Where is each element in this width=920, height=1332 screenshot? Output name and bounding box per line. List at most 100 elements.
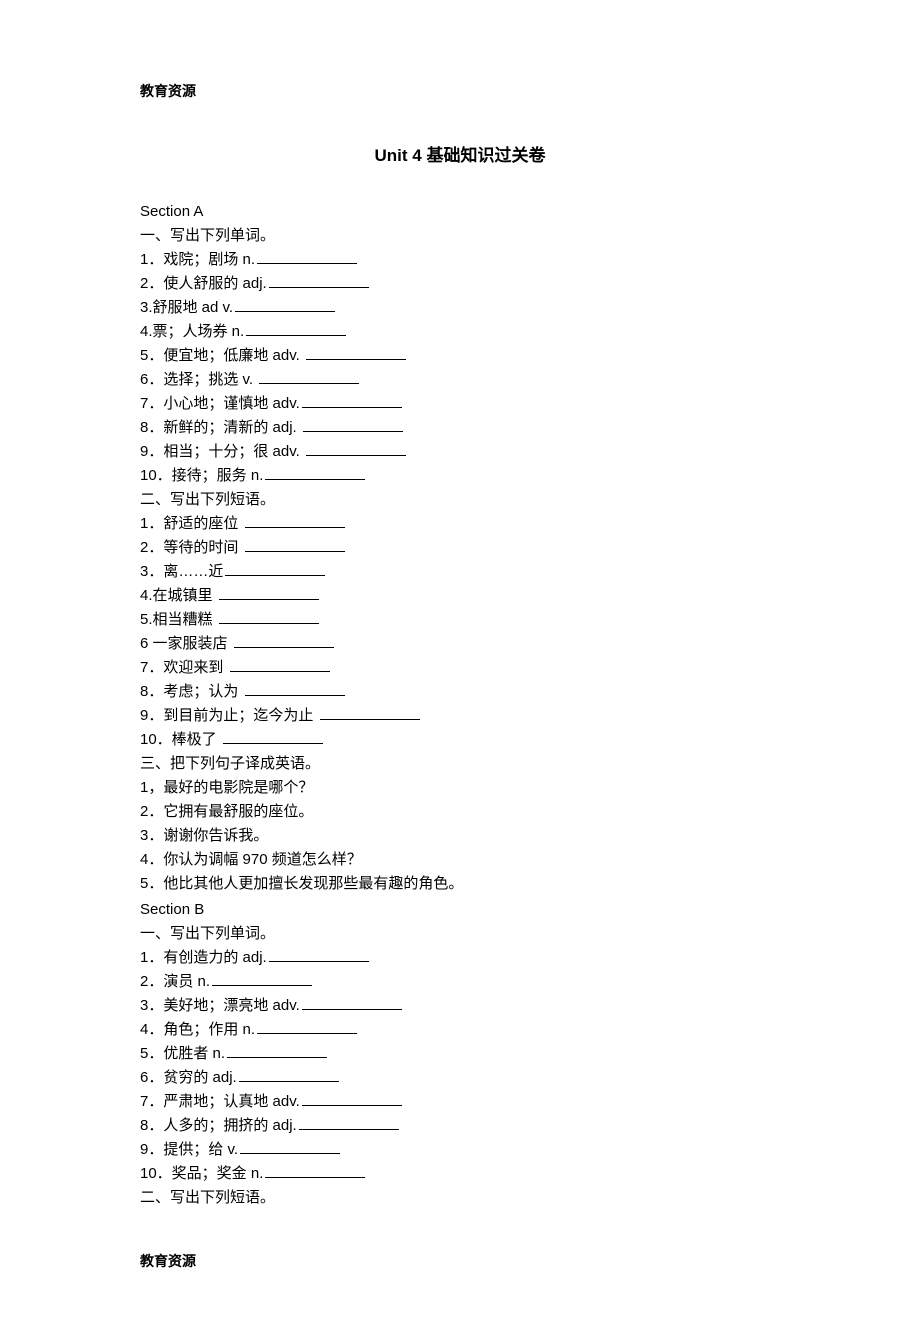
section-a-part1-item: 9．相当；十分；很 adv. — [140, 440, 780, 464]
section-b-part1-item: 1．有创造力的 adj. — [140, 946, 780, 970]
page-title: Unit 4 基础知识过关卷 — [140, 142, 780, 169]
item-text: 3．离……近 — [140, 563, 223, 580]
section-a-part2-item: 8．考虑；认为 — [140, 680, 780, 704]
blank-line[interactable] — [235, 296, 335, 312]
footer-text: 教育资源 — [140, 1250, 780, 1272]
blank-line[interactable] — [219, 608, 319, 624]
blank-line[interactable] — [239, 1066, 339, 1082]
item-text: 7．欢迎来到 — [140, 659, 223, 676]
blank-line[interactable] — [259, 368, 359, 384]
item-text: 4.在城镇里 — [140, 587, 213, 604]
blank-line[interactable] — [302, 994, 402, 1010]
item-text: 2．演员 n. — [140, 973, 210, 990]
blank-line[interactable] — [230, 656, 330, 672]
item-text: 9．提供；给 v. — [140, 1141, 238, 1158]
item-text: 10．接待；服务 n. — [140, 467, 263, 484]
section-a-part1-item: 6．选择；挑选 v. — [140, 368, 780, 392]
blank-line[interactable] — [245, 512, 345, 528]
blank-line[interactable] — [257, 1018, 357, 1034]
section-a-part1-item: 3.舒服地 ad v. — [140, 296, 780, 320]
section-a-part2-item: 1．舒适的座位 — [140, 512, 780, 536]
section-a-part3-item: 4．你认为调幅 970 频道怎么样？ — [140, 848, 780, 872]
section-a-part2-heading: 二、写出下列短语。 — [140, 488, 780, 512]
section-a-part2-item: 3．离……近 — [140, 560, 780, 584]
blank-line[interactable] — [306, 344, 406, 360]
blank-line[interactable] — [320, 704, 420, 720]
section-a-part1-item: 7．小心地；谨慎地 adv. — [140, 392, 780, 416]
item-text: 6．贫穷的 adj. — [140, 1069, 237, 1086]
item-text: 4．角色；作用 n. — [140, 1021, 255, 1038]
section-a-part1-item: 10．接待；服务 n. — [140, 464, 780, 488]
item-text: 6．选择；挑选 v. — [140, 371, 253, 388]
section-a-part2-item: 9．到目前为止；迄今为止 — [140, 704, 780, 728]
blank-line[interactable] — [245, 536, 345, 552]
blank-line[interactable] — [269, 946, 369, 962]
item-text: 10．奖品；奖金 n. — [140, 1165, 263, 1182]
item-text: 7．严肃地；认真地 adv. — [140, 1093, 300, 1110]
blank-line[interactable] — [306, 440, 406, 456]
item-text: 1．舒适的座位 — [140, 515, 238, 532]
section-a-part2-item: 2．等待的时间 — [140, 536, 780, 560]
item-text: 8．考虑；认为 — [140, 683, 238, 700]
blank-line[interactable] — [227, 1042, 327, 1058]
blank-line[interactable] — [212, 970, 312, 986]
section-b-part1-item: 4．角色；作用 n. — [140, 1018, 780, 1042]
section-a-part1-item: 4.票；人场券 n. — [140, 320, 780, 344]
blank-line[interactable] — [219, 584, 319, 600]
blank-line[interactable] — [245, 680, 345, 696]
item-text: 3．美好地；漂亮地 adv. — [140, 997, 300, 1014]
blank-line[interactable] — [225, 560, 325, 576]
item-text: 8．新鲜的；清新的 adj. — [140, 419, 297, 436]
item-text: 4.票；人场券 n. — [140, 323, 244, 340]
item-text: 9．到目前为止；迄今为止 — [140, 707, 313, 724]
item-text: 1．戏院；剧场 n. — [140, 251, 255, 268]
blank-line[interactable] — [303, 416, 403, 432]
item-text: 2．使人舒服的 adj. — [140, 275, 267, 292]
section-b-part1-heading: 一、写出下列单词。 — [140, 922, 780, 946]
section-a-part1-heading: 一、写出下列单词。 — [140, 224, 780, 248]
blank-line[interactable] — [302, 1090, 402, 1106]
section-b-part1-item: 9．提供；给 v. — [140, 1138, 780, 1162]
blank-line[interactable] — [265, 464, 365, 480]
blank-line[interactable] — [240, 1138, 340, 1154]
section-a-part2-item: 5.相当糟糕 — [140, 608, 780, 632]
section-a-part3-heading: 三、把下列句子译成英语。 — [140, 752, 780, 776]
section-a-part1-item: 2．使人舒服的 adj. — [140, 272, 780, 296]
blank-line[interactable] — [234, 632, 334, 648]
section-b-part1-item: 10．奖品；奖金 n. — [140, 1162, 780, 1186]
section-b-part1-item: 7．严肃地；认真地 adv. — [140, 1090, 780, 1114]
blank-line[interactable] — [299, 1114, 399, 1130]
blank-line[interactable] — [223, 728, 323, 744]
section-b-part1-item: 2．演员 n. — [140, 970, 780, 994]
item-text: 9．相当；十分；很 adv. — [140, 443, 300, 460]
item-text: 5．优胜者 n. — [140, 1045, 225, 1062]
section-b-part2-heading: 二、写出下列短语。 — [140, 1186, 780, 1210]
section-a-part2-item: 6 一家服装店 — [140, 632, 780, 656]
section-b-part1-item: 8．人多的；拥挤的 adj. — [140, 1114, 780, 1138]
section-a-part1-item: 8．新鲜的；清新的 adj. — [140, 416, 780, 440]
blank-line[interactable] — [265, 1162, 365, 1178]
section-a-part3-item: 1，最好的电影院是哪个？ — [140, 776, 780, 800]
section-a-part1-item: 1．戏院；剧场 n. — [140, 248, 780, 272]
blank-line[interactable] — [302, 392, 402, 408]
section-b-part1-item: 3．美好地；漂亮地 adv. — [140, 994, 780, 1018]
section-a-label: Section A — [140, 200, 780, 224]
section-a-part3-item: 2．它拥有最舒服的座位。 — [140, 800, 780, 824]
item-text: 5．便宜地；低廉地 adv. — [140, 347, 300, 364]
section-b-label: Section B — [140, 898, 780, 922]
section-a-part3-item: 3．谢谢你告诉我。 — [140, 824, 780, 848]
item-text: 6 一家服装店 — [140, 635, 228, 652]
section-a-part2-item: 4.在城镇里 — [140, 584, 780, 608]
section-a-part2-item: 10．棒极了 — [140, 728, 780, 752]
section-a-part1-item: 5．便宜地；低廉地 adv. — [140, 344, 780, 368]
section-b-part1-item: 6．贫穷的 adj. — [140, 1066, 780, 1090]
item-text: 2．等待的时间 — [140, 539, 238, 556]
item-text: 10．棒极了 — [140, 731, 217, 748]
blank-line[interactable] — [257, 248, 357, 264]
item-text: 1．有创造力的 adj. — [140, 949, 267, 966]
item-text: 5.相当糟糕 — [140, 611, 213, 628]
blank-line[interactable] — [246, 320, 346, 336]
item-text: 3.舒服地 ad v. — [140, 299, 233, 316]
item-text: 8．人多的；拥挤的 adj. — [140, 1117, 297, 1134]
blank-line[interactable] — [269, 272, 369, 288]
